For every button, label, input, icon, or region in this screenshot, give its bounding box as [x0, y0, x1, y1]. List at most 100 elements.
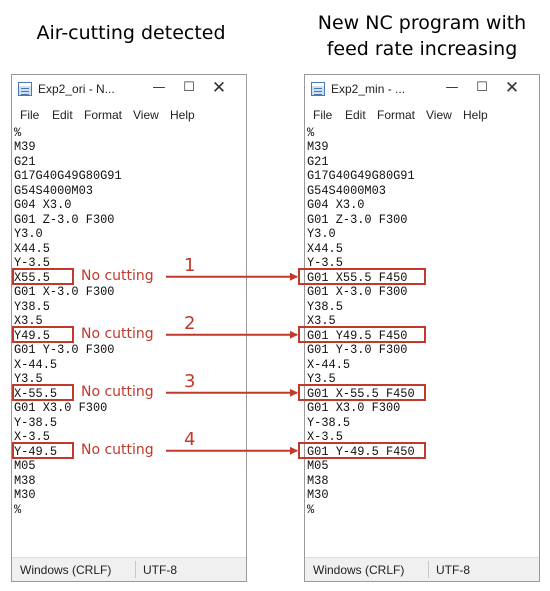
- no-cutting-label-3: No cutting: [81, 383, 154, 400]
- feed-rate-highlight-3: [298, 384, 426, 401]
- modified-code-line: Y-3.5: [307, 255, 343, 270]
- no-cutting-label-4: No cutting: [81, 441, 154, 458]
- original-code-line: G01 X3.0 F300: [14, 400, 108, 415]
- menu-edit[interactable]: Edit: [52, 108, 73, 122]
- menu-help[interactable]: Help: [463, 108, 488, 122]
- menu-help[interactable]: Help: [170, 108, 195, 122]
- notepad-window-modified: Exp2_min - ... — ☐ ✕ File Edit Format Vi…: [304, 74, 540, 582]
- original-code-line: X-3.5: [14, 429, 50, 444]
- modified-code-line: Y-38.5: [307, 414, 351, 430]
- original-code-line: Y3.0: [14, 226, 43, 241]
- original-code-line: Y-3.5: [14, 255, 50, 270]
- original-code-line: G01 Z-3.0 F300: [14, 211, 115, 227]
- modified-code-line: Y38.5: [307, 298, 343, 314]
- status-encoding: UTF-8: [143, 563, 177, 577]
- modified-code-line: X3.5: [307, 313, 336, 328]
- menu-view[interactable]: View: [426, 108, 452, 122]
- original-code-line: X-55.5: [14, 385, 58, 401]
- original-code-line: Y-38.5: [14, 414, 58, 430]
- menu-format[interactable]: Format: [377, 108, 416, 122]
- modified-code-line: M38: [307, 472, 329, 488]
- original-code-line: G54S4000M03: [14, 182, 93, 198]
- no-cutting-label-2: No cutting: [81, 325, 154, 342]
- text-editor-area[interactable]: % M39 G21 G17G40G49G80G91 G54S4000M03 G04 X3.…: [305, 125, 539, 557]
- minimize-button[interactable]: —: [445, 80, 459, 95]
- air-cut-highlight-4: [12, 442, 74, 459]
- heading-new-program-line2: feed rate increasing: [326, 38, 518, 60]
- modified-code-line: X-3.5: [307, 429, 343, 444]
- modified-code-line: Y3.5: [307, 371, 336, 386]
- menu-view[interactable]: View: [133, 108, 159, 122]
- modified-code-line: G01 X55.5 F450: [307, 269, 408, 285]
- modified-code-line: G01 Z-3.0 F300: [307, 211, 408, 227]
- modified-code-line: M05: [307, 458, 329, 473]
- original-code-line: X55.5: [14, 269, 50, 285]
- original-code-line: G17G40G49G80G91: [14, 168, 122, 183]
- feed-rate-highlight-4: [298, 442, 426, 459]
- status-line-ending: Windows (CRLF): [20, 563, 112, 577]
- window-title: Exp2_ori - N...: [38, 82, 115, 96]
- air-cut-highlight-1: [12, 268, 74, 285]
- modified-code-line: %: [307, 501, 315, 517]
- original-code-line: Y-49.5: [14, 443, 58, 459]
- original-code-line: Y3.5: [14, 371, 43, 386]
- original-code-line: G04 X3.0: [14, 197, 72, 212]
- title-bar[interactable]: Exp2_min - ... — ☐ ✕: [305, 75, 539, 103]
- menu-edit[interactable]: Edit: [345, 108, 366, 122]
- modified-code-line: G01 Y49.5 F450: [307, 327, 408, 343]
- modified-code-line: M39: [307, 139, 329, 154]
- menu-file[interactable]: File: [20, 108, 40, 122]
- maximize-button[interactable]: ☐: [183, 80, 195, 95]
- close-button[interactable]: ✕: [211, 78, 227, 98]
- modified-code-line: M30: [307, 487, 329, 502]
- minimize-button[interactable]: —: [152, 80, 166, 95]
- original-code-line: X3.5: [14, 313, 43, 328]
- status-line-ending: Windows (CRLF): [313, 563, 405, 577]
- window-title: Exp2_min - ...: [331, 82, 406, 96]
- menu-format[interactable]: Format: [84, 108, 123, 122]
- close-button[interactable]: ✕: [504, 78, 520, 98]
- menu-bar: File Edit Format View Help: [12, 103, 246, 125]
- modified-code-line: X44.5: [307, 240, 343, 256]
- original-code-line: G01 X-3.0 F300: [14, 284, 115, 299]
- modified-code-line: G01 X-55.5 F450: [307, 385, 415, 401]
- text-editor-area[interactable]: % M39 G21 G17G40G49G80G91 G54S4000M03 G04 X3.…: [12, 125, 246, 557]
- feed-rate-highlight-2: [298, 326, 426, 343]
- status-divider: [135, 561, 136, 578]
- no-cutting-label-1: No cutting: [81, 267, 154, 284]
- heading-new-program: New NC program with feed rate increasing: [300, 10, 544, 62]
- title-bar[interactable]: Exp2_ori - N... — ☐ ✕: [12, 75, 246, 103]
- original-code-line: X-44.5: [14, 356, 58, 372]
- original-code-line: Y38.5: [14, 298, 50, 314]
- status-bar: Windows (CRLF) UTF-8: [12, 557, 246, 581]
- feed-rate-highlight-1: [298, 268, 426, 285]
- status-encoding: UTF-8: [436, 563, 470, 577]
- original-code-line: %: [14, 124, 22, 140]
- original-code-line: X44.5: [14, 240, 50, 256]
- notepad-icon: [18, 82, 32, 96]
- modified-code-line: G54S4000M03: [307, 182, 386, 198]
- modified-code-line: G01 Y-3.0 F300: [307, 342, 408, 357]
- original-code-line: M39: [14, 139, 36, 154]
- notepad-icon: [311, 82, 325, 96]
- air-cut-highlight-2: [12, 326, 74, 343]
- modified-code-line: Y3.0: [307, 226, 336, 241]
- modified-code-line: G17G40G49G80G91: [307, 168, 415, 183]
- modified-code-line: %: [307, 124, 315, 140]
- air-cut-highlight-3: [12, 384, 74, 401]
- status-divider: [428, 561, 429, 578]
- modified-code-line: G21: [307, 153, 329, 169]
- heading-new-program-line1: New NC program with: [317, 12, 527, 34]
- modified-code-line: G01 Y-49.5 F450: [307, 443, 415, 459]
- heading-air-cutting: Air-cutting detected: [36, 22, 226, 44]
- menu-file[interactable]: File: [313, 108, 333, 122]
- original-code-line: G21: [14, 153, 36, 169]
- original-code-line: M05: [14, 458, 36, 473]
- maximize-button[interactable]: ☐: [476, 80, 488, 95]
- modified-code-line: G01 X3.0 F300: [307, 400, 401, 415]
- menu-bar: File Edit Format View Help: [305, 103, 539, 125]
- original-code-line: Y49.5: [14, 327, 50, 343]
- notepad-window-original: Exp2_ori - N... — ☐ ✕ File Edit Format V…: [11, 74, 247, 582]
- modified-code-line: X-44.5: [307, 356, 351, 372]
- status-bar: Windows (CRLF) UTF-8: [305, 557, 539, 581]
